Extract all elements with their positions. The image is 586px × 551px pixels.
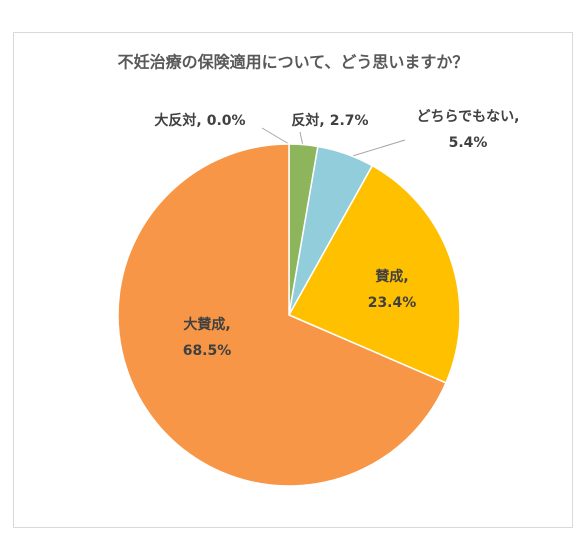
data-label: どちらでもない, 5.4%: [417, 109, 520, 151]
label-value: 68.5%: [183, 343, 232, 359]
label-category: 大賛成,: [183, 316, 230, 333]
label-category: どちらでもない,: [417, 109, 520, 125]
chart-title: 不妊治療の保険適用について、どう思いますか？: [118, 53, 469, 72]
leader-line: [261, 127, 290, 145]
data-label: 反対, 2.7%: [291, 112, 368, 129]
label-value: 23.4%: [368, 295, 417, 311]
label-value: 0.0%: [207, 113, 246, 129]
data-label: 大賛成, 68.5%: [183, 316, 232, 359]
label-category: 反対,: [291, 112, 324, 129]
leader-line: [299, 131, 304, 147]
data-label: 賛成, 23.4%: [368, 268, 417, 311]
label-value: 2.7%: [330, 113, 369, 129]
label-category: 賛成,: [375, 268, 408, 285]
pie-slice: [287, 164, 461, 384]
label-value: 5.4%: [449, 135, 488, 151]
data-label: 大反対, 0.0%: [154, 112, 245, 129]
label-category: 大反対,: [154, 112, 201, 129]
pie-slice: [117, 143, 447, 487]
leader-line: [345, 139, 406, 159]
